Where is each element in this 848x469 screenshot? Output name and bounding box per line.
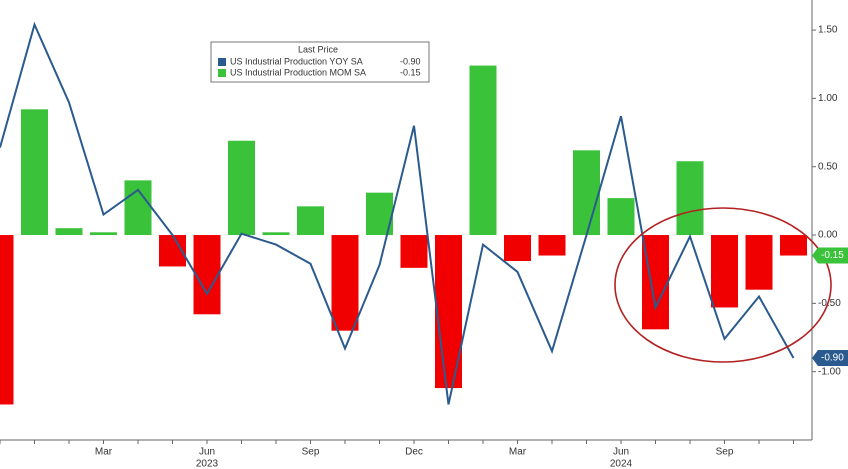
x-year-label: 2023 [196, 459, 219, 469]
last-value-label: -0.90 [821, 353, 844, 364]
legend-swatch [218, 69, 226, 77]
bar [21, 109, 48, 236]
bar [607, 198, 635, 236]
x-tick-label: Jun [613, 447, 629, 458]
legend-box [210, 41, 430, 83]
x-tick-label: Sep [302, 447, 320, 458]
legend: Last Price [210, 41, 430, 83]
bar [676, 161, 704, 236]
bar [331, 235, 359, 331]
bar [55, 228, 83, 236]
last-value-tag [812, 247, 848, 264]
y-tick-label: 1.50 [818, 25, 838, 36]
legend-title: Last Price [298, 44, 338, 54]
bar [642, 235, 669, 330]
bar [469, 65, 497, 236]
bar [193, 235, 221, 315]
bar [228, 140, 255, 236]
bar [0, 235, 14, 405]
y-tick-label: -0.50 [818, 298, 841, 309]
bar [711, 235, 738, 308]
x-tick-label: Sep [716, 447, 734, 458]
x-tick-label: Mar [509, 447, 527, 458]
legend-label: US Industrial Production MOM SA [230, 67, 366, 77]
x-year-label: 2024 [610, 459, 633, 469]
bar [538, 235, 566, 256]
legend-value: -0.90 [400, 56, 421, 66]
legend-swatch [218, 58, 226, 66]
y-tick-label: 1.00 [818, 93, 838, 104]
bar [780, 235, 807, 256]
marks [0, 21, 807, 405]
y-tick-label: -1.00 [818, 366, 841, 377]
line [0, 21, 795, 405]
y-tick-label: 0.00 [818, 230, 838, 241]
bar [573, 150, 600, 236]
x-tick-label: Mar [95, 447, 113, 458]
x-tick-label: Jun [199, 447, 215, 458]
x-tick-label: Dec [405, 447, 423, 458]
bar [504, 235, 531, 261]
last-value-tag [812, 350, 848, 367]
last-value-label: -0.15 [821, 250, 844, 261]
legend-value: -0.15 [400, 67, 421, 77]
bar [745, 235, 773, 290]
highlight-ellipse [614, 207, 832, 363]
bar [297, 206, 324, 236]
bar [400, 235, 428, 268]
y-tick-label: 0.50 [818, 161, 838, 172]
bar [124, 180, 152, 236]
legend-label: US Industrial Production YOY SA [230, 56, 363, 66]
bar [262, 232, 290, 236]
bar [90, 232, 117, 236]
